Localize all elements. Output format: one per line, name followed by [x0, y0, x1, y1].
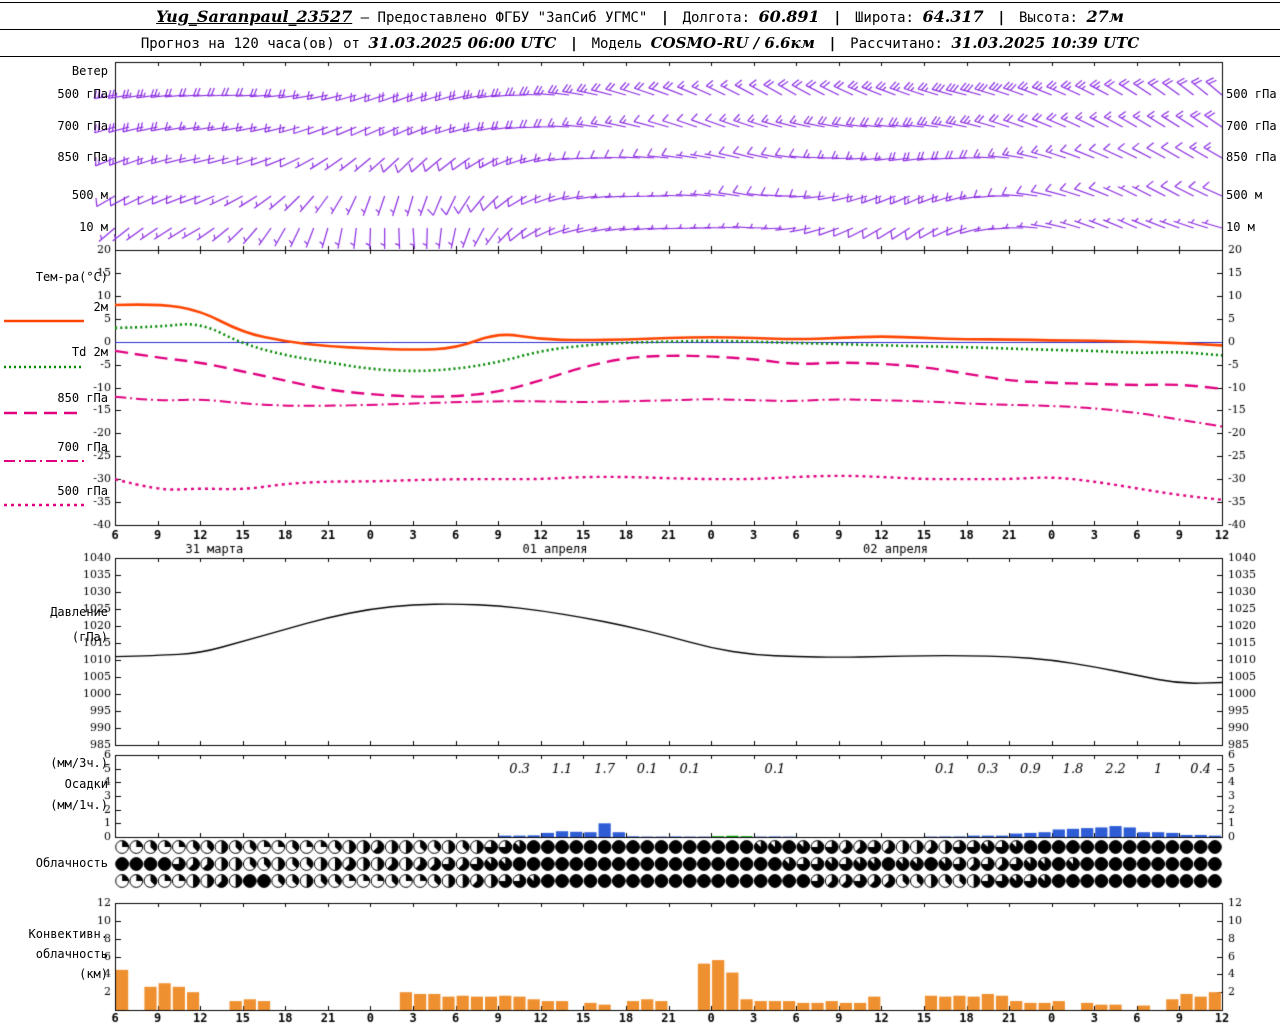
precip-units-3h: (мм/3ч.)	[50, 756, 108, 770]
legend-line-700hpa	[4, 460, 84, 462]
header-line-1: Yug_Saranpaul_23527 — Предоставлено ФГБУ…	[0, 3, 1280, 30]
model-label: Модель	[591, 36, 643, 52]
wind-level-500hpa-right: 500 гПа	[1226, 87, 1277, 101]
divider-icon: |	[660, 10, 670, 26]
legend-line-850hpa	[4, 411, 84, 415]
pressure-panel-title: Давление	[50, 605, 108, 619]
wind-level-850hpa-right: 850 гПа	[1226, 150, 1277, 164]
header: Yug_Saranpaul_23527 — Предоставлено ФГБУ…	[0, 2, 1280, 57]
forecast-label: Прогноз на 120 часа(ов) от	[140, 36, 360, 52]
latitude-value: 64.317	[922, 7, 984, 26]
divider-icon: |	[828, 36, 837, 52]
wind-level-10m-left: 10 м	[79, 220, 108, 234]
wind-panel-title: Ветер	[71, 64, 108, 78]
model-value: COSMO-RU / 6.6км	[650, 34, 815, 52]
wind-level-850hpa-left: 850 гПа	[57, 150, 108, 164]
temperature-panel-title: Тем-ра(°C)	[35, 270, 108, 284]
convective-panel-title-2: облачность	[35, 947, 108, 961]
legend-line-td2m	[4, 365, 84, 369]
header-dash: —	[360, 10, 370, 26]
wind-level-10m-right: 10 м	[1226, 220, 1255, 234]
longitude-value: 60.891	[758, 7, 820, 26]
divider-icon: |	[997, 10, 1006, 26]
calculated-label: Рассчитано:	[850, 36, 943, 52]
legend-label-700hpa: 700 гПа	[57, 440, 108, 454]
pressure-panel-units: (гПа)	[71, 630, 108, 644]
legend-label-500hpa: 500 гПа	[57, 484, 108, 498]
altitude-value: 27м	[1086, 7, 1124, 26]
altitude-label: Высота:	[1018, 10, 1078, 26]
legend-label-2m: 2м	[93, 300, 108, 314]
longitude-label: Долгота:	[682, 10, 750, 26]
station-name: Yug_Saranpaul_23527	[156, 7, 353, 26]
wind-level-500hpa-left: 500 гПа	[57, 87, 108, 101]
latitude-label: Широта:	[854, 10, 914, 26]
cloud-panel-title: Облачность	[35, 856, 108, 870]
forecast-start-value: 31.03.2025 06:00 UTC	[368, 34, 557, 52]
legend-line-2m	[4, 319, 84, 323]
convective-panel-title-1: Конвективн.	[28, 927, 108, 941]
wind-level-700hpa-left: 700 гПа	[57, 119, 108, 133]
wind-level-500m-left: 500 м	[71, 188, 108, 202]
wind-level-700hpa-right: 700 гПа	[1226, 119, 1277, 133]
convective-panel-units: (км)	[79, 967, 108, 981]
legend-line-500hpa	[4, 503, 84, 507]
header-line-2: Прогноз на 120 часа(ов) от 31.03.2025 06…	[0, 30, 1280, 57]
wind-level-500m-right: 500 м	[1226, 188, 1263, 202]
legend-label-850hpa: 850 гПа	[57, 391, 108, 405]
divider-icon: |	[569, 36, 579, 52]
calculated-value: 31.03.2025 10:39 UTC	[951, 34, 1140, 52]
precip-panel-title: Осадки	[64, 777, 108, 791]
legend-label-td2m: Td 2м	[71, 345, 108, 359]
divider-icon: |	[833, 10, 842, 26]
provider-text: Предоставлено ФГБУ "ЗапСиб УГМС"	[377, 10, 648, 26]
precip-units-1h: (мм/1ч.)	[50, 798, 108, 812]
